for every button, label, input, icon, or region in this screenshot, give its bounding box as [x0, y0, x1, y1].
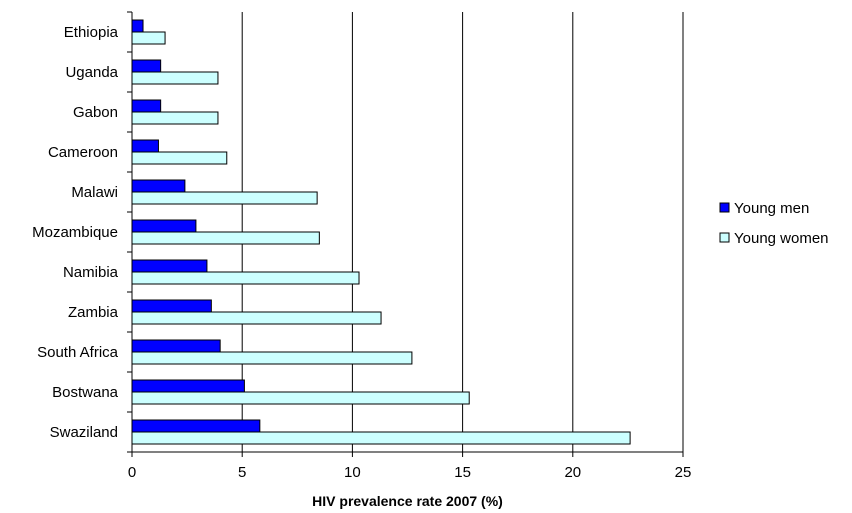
bar-young-men — [131, 59, 162, 73]
bar-young-women — [131, 151, 228, 165]
bar-young-men — [131, 179, 186, 193]
category-label: Bostwana — [52, 384, 119, 401]
bar-young-women — [131, 351, 413, 365]
bar-young-men — [131, 19, 144, 33]
legend-label: Young women — [734, 230, 829, 247]
x-tick-label: 5 — [238, 464, 246, 481]
category-labels: Ethiopia Uganda Gabon Cameroon Malawi Mozambi… — [32, 24, 119, 441]
category-label: Gabon — [73, 104, 118, 121]
x-tick-label: 25 — [675, 464, 692, 481]
legend-swatch — [719, 232, 730, 243]
legend-label: Young men — [734, 200, 809, 217]
category-label: Uganda — [65, 64, 118, 81]
bar-young-women — [131, 271, 360, 285]
category-label: Malawi — [71, 184, 118, 201]
bar-young-women — [131, 111, 219, 125]
category-label: Namibia — [63, 264, 119, 281]
bar-young-women — [131, 431, 631, 445]
category-label: South Africa — [37, 344, 119, 361]
bar-young-men — [131, 99, 162, 113]
bars — [131, 19, 631, 445]
bar-young-men — [131, 419, 261, 433]
legend: Young men Young women — [719, 200, 829, 247]
bar-young-women — [131, 231, 320, 245]
x-axis-title: HIV prevalence rate 2007 (%) — [312, 493, 503, 509]
x-tick-label: 20 — [564, 464, 581, 481]
category-label: Cameroon — [48, 144, 118, 161]
bar-young-men — [131, 339, 221, 353]
gridlines — [241, 12, 684, 452]
bar-young-men — [131, 219, 197, 233]
bar-young-women — [131, 191, 318, 205]
x-tick-label: 0 — [128, 464, 136, 481]
legend-swatch — [719, 202, 730, 213]
bar-young-women — [131, 31, 166, 45]
bar-young-men — [131, 139, 159, 153]
ticks — [127, 11, 684, 457]
x-tick-label: 15 — [454, 464, 471, 481]
bar-young-women — [131, 71, 219, 85]
x-tick-labels: 0 5 10 15 20 25 — [128, 464, 692, 481]
category-label: Zambia — [68, 304, 119, 321]
category-label: Swaziland — [50, 424, 118, 441]
bar-young-men — [131, 259, 208, 273]
x-tick-label: 10 — [344, 464, 361, 481]
bar-young-women — [131, 311, 382, 325]
category-label: Ethiopia — [64, 24, 119, 41]
bar-young-men — [131, 379, 245, 393]
category-label: Mozambique — [32, 224, 118, 241]
bar-young-men — [131, 299, 212, 313]
bar-young-women — [131, 391, 470, 405]
